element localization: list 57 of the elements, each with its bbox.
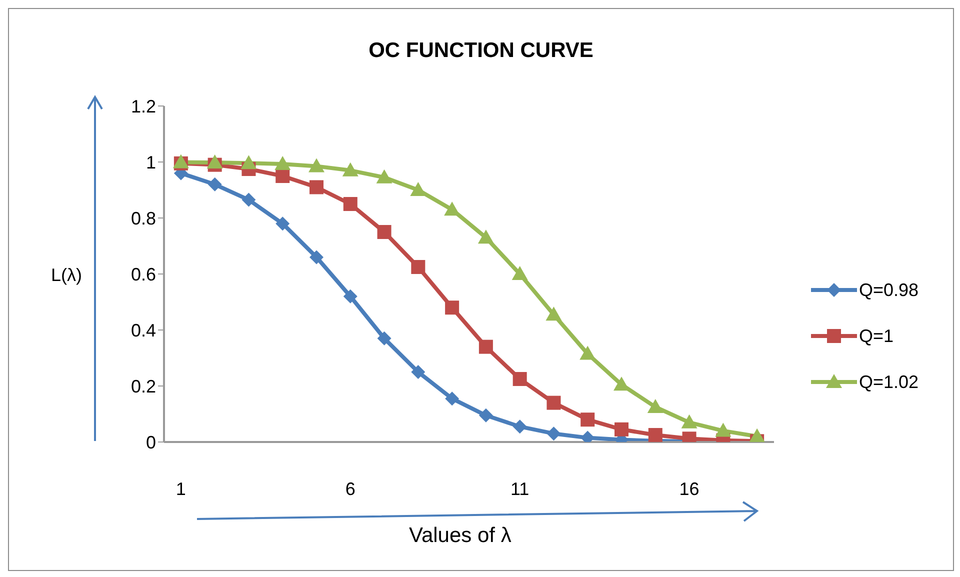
point (343, 197, 358, 211)
x-tick-label: 6 (345, 478, 356, 499)
point (648, 428, 662, 442)
point (445, 392, 460, 406)
point (444, 202, 460, 216)
y-axis-title: L(λ) (51, 265, 82, 286)
x-tick-label: 11 (510, 478, 530, 499)
y-tick-label: 1 (146, 152, 156, 172)
point (242, 192, 256, 207)
x-tick-label: 16 (679, 478, 700, 499)
point (310, 180, 324, 194)
point (377, 225, 392, 239)
y-tick-label: 0 (146, 432, 156, 452)
point (377, 331, 392, 346)
point (715, 422, 732, 437)
point (310, 250, 324, 264)
point (478, 340, 493, 354)
point (749, 428, 766, 442)
point (411, 365, 426, 379)
point (580, 412, 595, 427)
point (614, 422, 628, 436)
point (410, 182, 426, 196)
point (274, 156, 291, 170)
point (681, 414, 698, 428)
legend-label: Q=1 (859, 326, 894, 346)
y-tick-label: 1.2 (130, 96, 156, 116)
point (546, 396, 561, 410)
point (276, 216, 290, 231)
chart-title: OC FUNCTION CURVE (368, 39, 594, 63)
point (342, 162, 358, 176)
y-tick-label: 0.8 (130, 208, 156, 228)
y-tick-label: 0.6 (130, 264, 156, 284)
point (546, 426, 561, 441)
point (240, 155, 257, 170)
point (614, 376, 630, 391)
point (512, 266, 528, 280)
point (512, 372, 527, 386)
y-tick-label: 0.2 (130, 376, 156, 396)
point (376, 169, 392, 184)
point (546, 306, 562, 321)
x-tick-label: 1 (176, 478, 186, 499)
point (208, 177, 222, 192)
legend-label: Q=0.98 (859, 280, 919, 300)
point (276, 169, 290, 183)
point (478, 408, 493, 422)
point (445, 300, 460, 315)
legend-label: Q=1.02 (859, 372, 919, 392)
point (206, 154, 223, 169)
point (343, 289, 358, 304)
point (478, 230, 494, 244)
point (512, 420, 527, 434)
point (411, 260, 426, 274)
point (647, 399, 664, 413)
point (308, 158, 324, 172)
y-tick-label: 0.4 (130, 320, 156, 340)
point (580, 346, 596, 360)
x-axis-title: Values of λ (409, 524, 512, 548)
